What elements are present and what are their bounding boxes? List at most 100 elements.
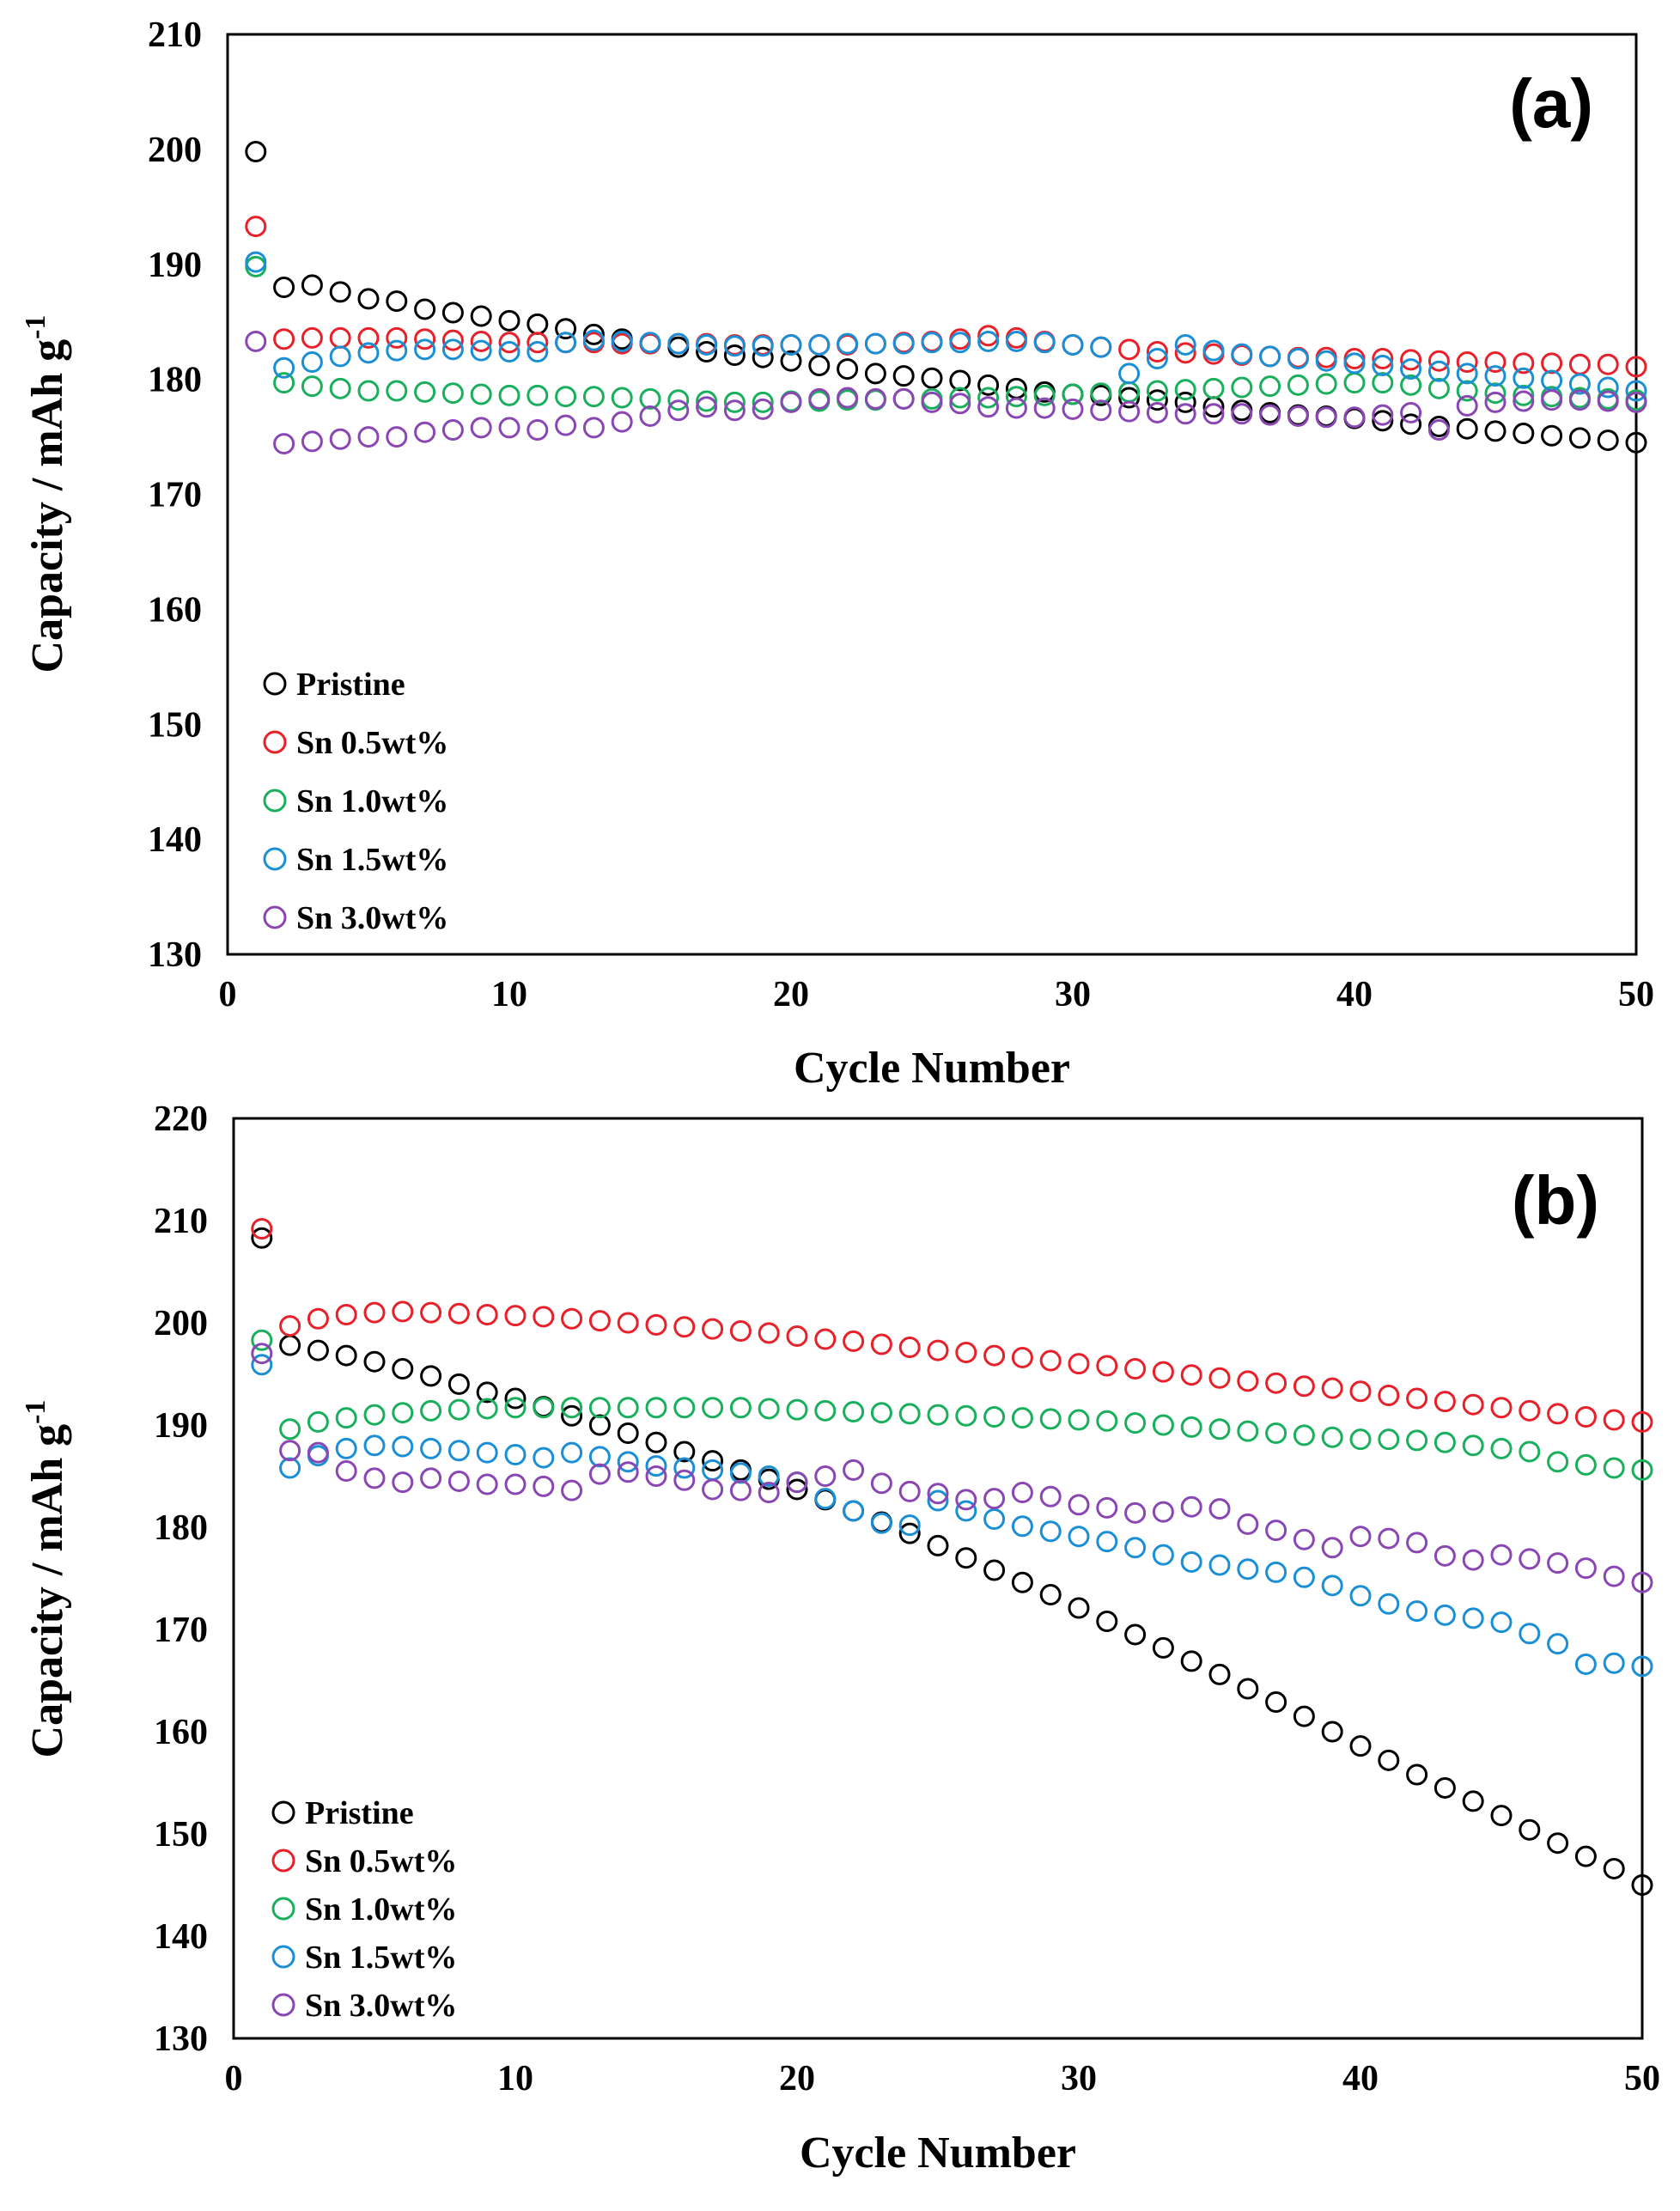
data-point bbox=[1259, 404, 1281, 426]
data-point bbox=[837, 387, 859, 409]
legend-label: Sn 1.0wt% bbox=[305, 1891, 457, 1928]
data-point bbox=[561, 1307, 583, 1330]
data-point bbox=[1568, 373, 1591, 395]
legend-marker-icon bbox=[263, 905, 287, 929]
y-tick-label-b: 180 bbox=[154, 1508, 208, 1548]
data-point bbox=[533, 1397, 555, 1419]
data-point bbox=[892, 387, 915, 410]
data-point bbox=[645, 1455, 667, 1477]
data-point bbox=[949, 369, 971, 392]
data-point bbox=[1625, 431, 1647, 454]
data-point bbox=[414, 381, 436, 403]
data-point bbox=[898, 1480, 921, 1502]
data-point bbox=[301, 274, 323, 296]
data-point bbox=[1124, 1412, 1147, 1434]
data-point bbox=[611, 411, 633, 433]
data-point bbox=[470, 305, 492, 327]
data-point bbox=[476, 1398, 498, 1420]
data-point bbox=[843, 1330, 865, 1352]
x-tick-label-b: 50 bbox=[1624, 2059, 1660, 2098]
data-point bbox=[1349, 1428, 1372, 1451]
data-point bbox=[1625, 391, 1647, 413]
data-point bbox=[1315, 373, 1337, 395]
data-point bbox=[1519, 1440, 1541, 1463]
data-point bbox=[1519, 1623, 1541, 1645]
data-point bbox=[357, 380, 380, 402]
data-point bbox=[702, 1397, 724, 1419]
y-axis-label-main-b: Capacity / mAh g bbox=[23, 1424, 72, 1758]
data-point bbox=[639, 332, 661, 354]
data-point bbox=[588, 1310, 611, 1332]
x-ticks-a: 0 10 20 30 40 50 bbox=[219, 975, 1655, 1014]
data-point bbox=[533, 1475, 555, 1497]
data-point bbox=[927, 1534, 949, 1556]
data-point bbox=[729, 1397, 752, 1419]
legend-item-b: Sn 0.5wt% bbox=[271, 1843, 457, 1879]
data-point bbox=[1462, 1393, 1484, 1416]
y-tick-label-a: 180 bbox=[148, 361, 202, 400]
data-point bbox=[1490, 1611, 1513, 1634]
data-point bbox=[447, 1302, 470, 1325]
data-point bbox=[1484, 365, 1507, 387]
y-axis-label-b: Capacity / mAh g-1 bbox=[20, 1400, 72, 1758]
data-point bbox=[1625, 380, 1647, 402]
data-point bbox=[870, 1512, 892, 1534]
data-point bbox=[617, 1422, 639, 1445]
data-point bbox=[470, 339, 492, 362]
data-point bbox=[1062, 383, 1084, 405]
data-point bbox=[1349, 1380, 1372, 1403]
data-point bbox=[1321, 1426, 1343, 1448]
y-tick-label-b: 140 bbox=[154, 1917, 208, 1957]
data-point bbox=[273, 433, 295, 455]
data-point bbox=[1406, 1429, 1428, 1452]
data-point bbox=[1349, 1735, 1372, 1757]
data-point bbox=[279, 1457, 301, 1479]
data-point bbox=[1118, 338, 1141, 361]
data-point bbox=[414, 298, 436, 320]
data-point bbox=[1090, 336, 1112, 358]
data-point bbox=[1068, 1409, 1090, 1431]
x-ticks-b: 0 10 20 30 40 50 bbox=[225, 2059, 1661, 2098]
data-point bbox=[476, 1303, 498, 1325]
data-point bbox=[1378, 1749, 1400, 1771]
data-point bbox=[527, 384, 549, 406]
data-point bbox=[814, 1465, 837, 1487]
data-point bbox=[1574, 1653, 1597, 1675]
data-point bbox=[752, 391, 774, 413]
plot-area-a bbox=[226, 33, 1638, 956]
data-point bbox=[927, 1404, 949, 1426]
data-point bbox=[983, 1488, 1006, 1510]
data-point bbox=[927, 1483, 949, 1505]
data-point bbox=[363, 1434, 386, 1457]
data-point bbox=[307, 1410, 329, 1433]
data-point bbox=[1005, 397, 1027, 419]
x-axis-label-b: Cycle Number bbox=[800, 2129, 1076, 2178]
y-tick-label-b: 130 bbox=[154, 2019, 208, 2059]
data-point bbox=[245, 330, 267, 352]
data-point bbox=[1146, 389, 1168, 411]
data-point bbox=[1462, 1790, 1484, 1812]
data-point bbox=[588, 1397, 611, 1419]
data-point bbox=[1259, 375, 1281, 398]
data-point bbox=[1513, 352, 1535, 375]
legend-label: Sn 1.5wt% bbox=[296, 842, 448, 878]
data-point bbox=[1068, 1526, 1090, 1548]
data-point bbox=[949, 387, 971, 409]
data-point bbox=[588, 1414, 611, 1436]
data-point bbox=[752, 335, 774, 357]
legend-marker-icon bbox=[263, 730, 287, 754]
x-tick-label-b: 10 bbox=[497, 2059, 533, 2098]
data-point bbox=[814, 1399, 837, 1422]
data-point bbox=[582, 386, 605, 408]
data-point bbox=[1265, 1690, 1287, 1713]
legend-item-a: Sn 0.5wt% bbox=[263, 725, 448, 761]
data-point bbox=[1406, 1387, 1428, 1410]
data-point bbox=[1513, 367, 1535, 389]
data-point bbox=[1265, 1520, 1287, 1542]
data-point bbox=[1631, 1571, 1653, 1593]
data-point bbox=[617, 1461, 639, 1483]
data-point bbox=[1597, 376, 1619, 399]
y-tick-label-b: 190 bbox=[154, 1406, 208, 1446]
series-b-2 bbox=[251, 1329, 1653, 1481]
chart-panel-a: (a) Cycle Number Capacity / mAh g-1 0 10 2… bbox=[20, 15, 1654, 1093]
